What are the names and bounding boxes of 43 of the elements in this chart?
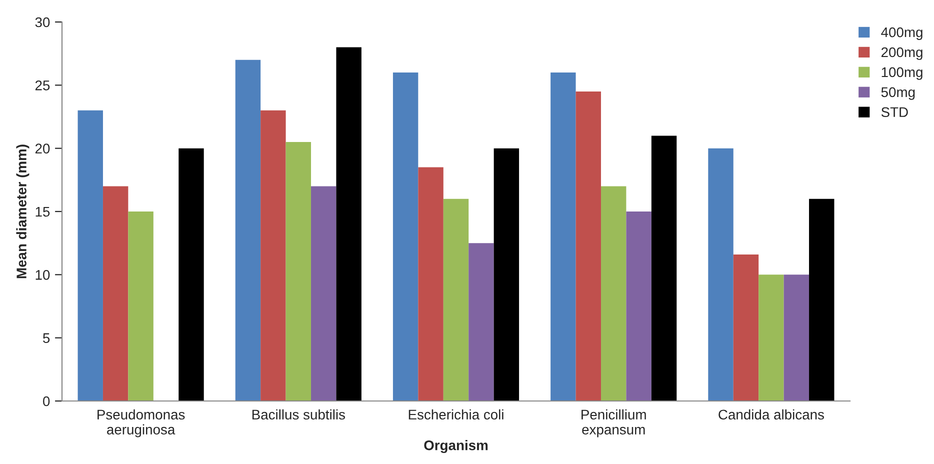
x-tick-label: Candida albicans bbox=[718, 409, 824, 420]
bar bbox=[260, 110, 286, 401]
legend-label: 50mg bbox=[881, 87, 915, 100]
bar bbox=[286, 142, 312, 401]
y-tick-label: 5 bbox=[43, 333, 50, 344]
legend-label: 200mg bbox=[881, 47, 922, 60]
legend-label: 100mg bbox=[882, 67, 922, 80]
y-tick-label: 30 bbox=[35, 17, 50, 28]
bar bbox=[758, 274, 784, 401]
bar bbox=[468, 243, 494, 401]
legend-label: STD bbox=[881, 107, 908, 118]
bar bbox=[178, 148, 204, 401]
bar bbox=[443, 198, 469, 401]
bar bbox=[600, 186, 626, 401]
y-tick-label: 15 bbox=[36, 206, 50, 217]
x-tick-label: Penicillium expansum bbox=[582, 409, 646, 438]
y-tick-label: 25 bbox=[35, 80, 50, 90]
y-tick-label: 10 bbox=[36, 270, 50, 280]
bar bbox=[78, 110, 103, 401]
x-tick-label: Bacillus subtilis bbox=[252, 409, 345, 420]
bar bbox=[733, 254, 759, 401]
bar bbox=[392, 72, 418, 401]
bar bbox=[651, 136, 677, 401]
y-axis-title: Mean diameter (mm) bbox=[16, 144, 30, 278]
bar bbox=[235, 60, 261, 401]
bar bbox=[576, 91, 601, 401]
bar bbox=[550, 72, 576, 401]
x-tick-label: Pseudomonas aeruginosa bbox=[98, 409, 185, 438]
bar bbox=[626, 212, 652, 401]
bar bbox=[418, 167, 444, 401]
bar bbox=[784, 274, 810, 401]
y-tick-label: 0 bbox=[43, 396, 50, 406]
bar bbox=[809, 198, 834, 401]
x-tick-label: Escherichia coli bbox=[408, 409, 504, 420]
bar bbox=[128, 212, 154, 401]
x-axis-title: Organism bbox=[424, 440, 488, 454]
y-tick-label: 20 bbox=[35, 144, 50, 154]
bar bbox=[708, 148, 734, 401]
bar bbox=[311, 186, 336, 401]
bar bbox=[102, 186, 128, 401]
bar bbox=[336, 47, 362, 401]
bar bbox=[494, 148, 520, 401]
legend-label: 400mg bbox=[881, 27, 922, 40]
